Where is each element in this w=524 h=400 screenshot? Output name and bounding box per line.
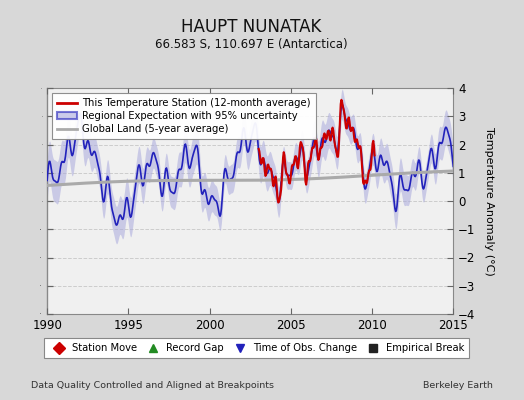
Text: Data Quality Controlled and Aligned at Breakpoints: Data Quality Controlled and Aligned at B… [31,381,275,390]
Text: HAUPT NUNATAK: HAUPT NUNATAK [181,18,322,36]
Text: Berkeley Earth: Berkeley Earth [423,381,493,390]
Text: 66.583 S, 110.697 E (Antarctica): 66.583 S, 110.697 E (Antarctica) [155,38,348,51]
Legend: Station Move, Record Gap, Time of Obs. Change, Empirical Break: Station Move, Record Gap, Time of Obs. C… [44,338,470,358]
Legend: This Temperature Station (12-month average), Regional Expectation with 95% uncer: This Temperature Station (12-month avera… [52,93,315,139]
Y-axis label: Temperature Anomaly (°C): Temperature Anomaly (°C) [484,127,494,275]
